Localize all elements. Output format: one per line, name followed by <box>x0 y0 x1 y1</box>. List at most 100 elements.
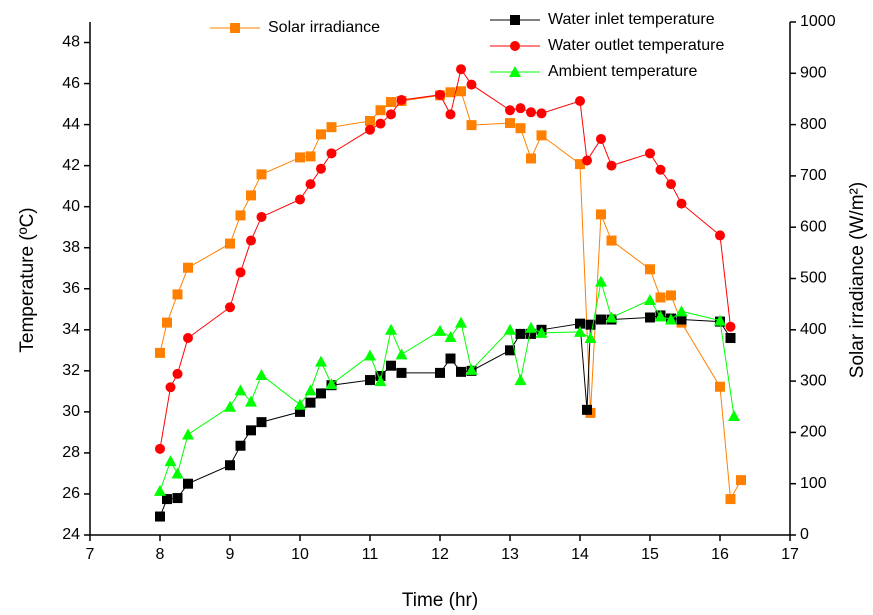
marker <box>456 367 466 377</box>
marker <box>455 317 467 328</box>
y-tick-label: 40 <box>62 198 80 215</box>
y-tick-label: 44 <box>62 116 80 133</box>
x-tick-label: 13 <box>501 546 519 563</box>
marker <box>183 263 193 273</box>
marker <box>537 108 547 118</box>
marker <box>225 239 235 249</box>
marker <box>224 401 236 412</box>
marker <box>327 122 337 132</box>
marker <box>645 312 655 322</box>
marker <box>225 460 235 470</box>
marker <box>656 292 666 302</box>
marker <box>365 116 375 126</box>
chart: Time (hr) Temperature (ºC) Solar irradia… <box>0 0 873 615</box>
y-tick-label: 46 <box>62 75 80 92</box>
marker <box>510 15 520 25</box>
marker <box>446 87 456 97</box>
marker <box>376 105 386 115</box>
marker <box>644 294 656 305</box>
y-tick-label: 42 <box>62 157 80 174</box>
marker <box>315 356 327 367</box>
marker <box>316 388 326 398</box>
marker <box>505 118 515 128</box>
marker <box>173 369 183 379</box>
marker <box>305 384 317 395</box>
y-tick-label: 36 <box>62 280 80 297</box>
marker <box>575 96 585 106</box>
legend-label: Ambient temperature <box>548 63 698 80</box>
marker <box>656 165 666 175</box>
y2-tick-label: 500 <box>800 270 827 287</box>
marker <box>516 103 526 113</box>
x-tick-label: 12 <box>431 546 449 563</box>
marker <box>645 264 655 274</box>
marker <box>525 322 537 333</box>
marker <box>294 399 306 410</box>
marker <box>607 161 617 171</box>
y2-tick-label: 0 <box>800 526 809 543</box>
marker <box>230 23 240 33</box>
marker <box>396 348 408 359</box>
marker <box>435 368 445 378</box>
marker <box>516 329 526 339</box>
marker <box>172 467 184 478</box>
marker <box>510 41 520 51</box>
marker <box>516 123 526 133</box>
marker <box>397 368 407 378</box>
marker <box>645 148 655 158</box>
marker <box>715 230 725 240</box>
x-tick-label: 16 <box>711 546 729 563</box>
marker <box>183 333 193 343</box>
marker <box>235 384 247 395</box>
marker <box>246 236 256 246</box>
marker <box>596 134 606 144</box>
marker <box>165 455 177 466</box>
marker <box>246 425 256 435</box>
x-tick-label: 9 <box>226 546 235 563</box>
marker <box>316 164 326 174</box>
x-tick-label: 7 <box>86 546 95 563</box>
marker <box>295 194 305 204</box>
marker <box>365 375 375 385</box>
x-tick-label: 8 <box>156 546 165 563</box>
y-tick-label: 38 <box>62 239 80 256</box>
marker <box>365 125 375 135</box>
marker <box>446 109 456 119</box>
marker <box>306 398 316 408</box>
marker <box>666 290 676 300</box>
marker <box>515 374 527 385</box>
y2-tick-label: 700 <box>800 167 827 184</box>
marker <box>256 369 268 380</box>
marker <box>183 479 193 489</box>
y-tick-label: 28 <box>62 444 80 461</box>
marker <box>596 209 606 219</box>
marker <box>295 152 305 162</box>
y2-tick-label: 1000 <box>800 13 836 30</box>
y2-tick-label: 100 <box>800 475 827 492</box>
marker <box>526 153 536 163</box>
marker <box>726 322 736 332</box>
marker <box>582 405 592 415</box>
marker <box>666 179 676 189</box>
series-line <box>160 69 731 449</box>
marker <box>456 86 466 96</box>
marker <box>257 212 267 222</box>
marker <box>246 190 256 200</box>
marker <box>726 333 736 343</box>
marker <box>182 428 194 439</box>
legend-label: Solar irradiance <box>268 19 380 36</box>
marker <box>316 129 326 139</box>
marker <box>385 324 397 335</box>
marker <box>397 95 407 105</box>
marker <box>595 276 607 287</box>
legend-label: Water inlet temperature <box>548 11 715 28</box>
marker <box>236 267 246 277</box>
marker <box>505 105 515 115</box>
marker <box>225 302 235 312</box>
marker <box>386 109 396 119</box>
marker <box>173 289 183 299</box>
marker <box>257 169 267 179</box>
x-tick-label: 10 <box>291 546 309 563</box>
x-tick-label: 14 <box>571 546 589 563</box>
y2-tick-label: 200 <box>800 424 827 441</box>
